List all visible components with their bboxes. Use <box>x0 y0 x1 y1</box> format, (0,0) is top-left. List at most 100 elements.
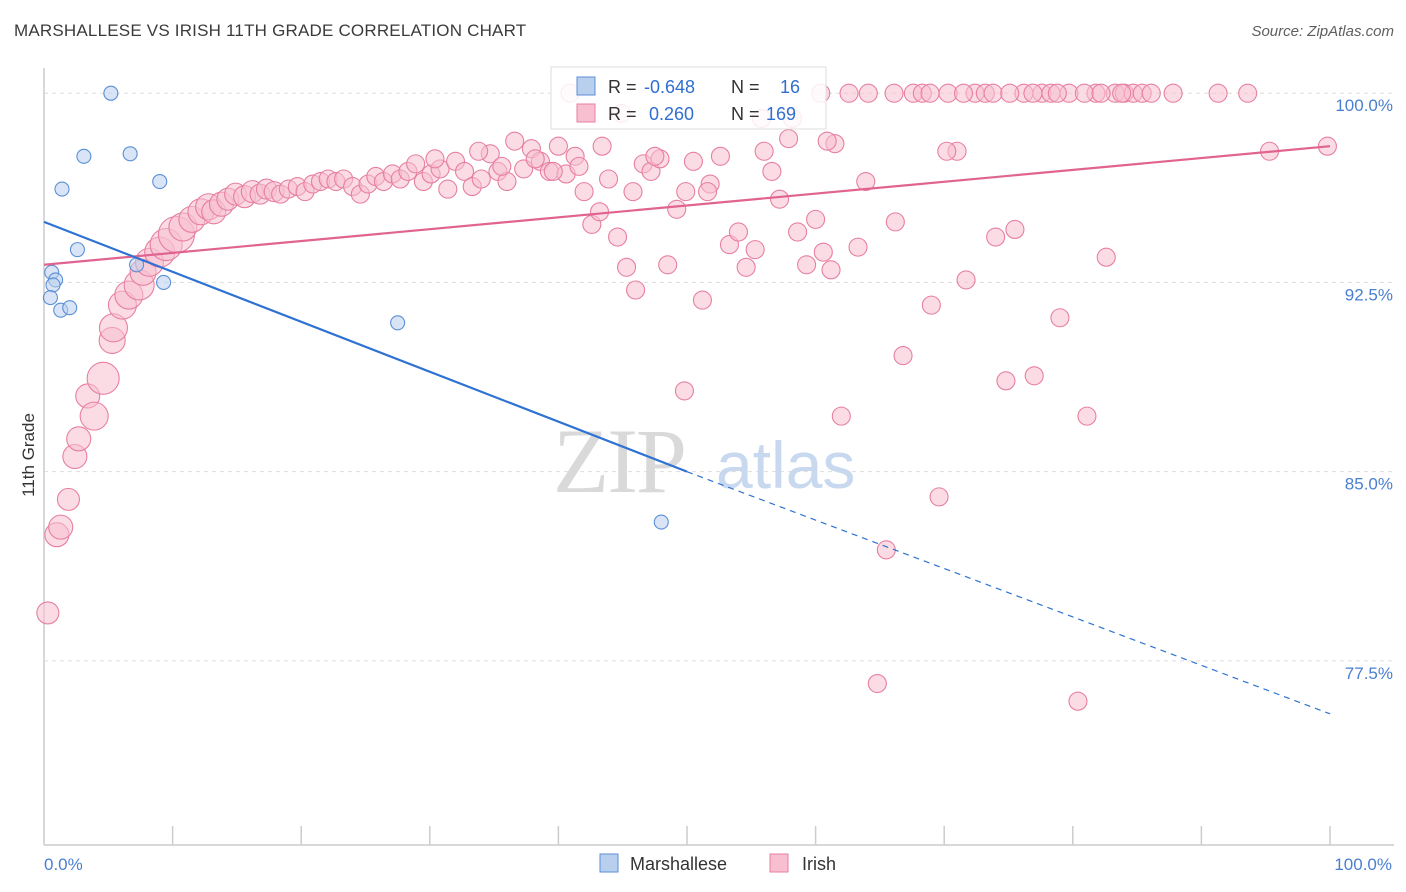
irish-point <box>1112 83 1132 103</box>
irish-point <box>48 514 74 540</box>
irish-point <box>626 280 646 300</box>
irish-point <box>893 346 913 366</box>
marshallese-point <box>653 514 669 530</box>
irish-point <box>692 290 712 310</box>
bottom-legend: Marshallese Irish <box>599 853 836 874</box>
marshallese-point <box>122 146 138 162</box>
y-tick-label: 77.5% <box>1345 664 1393 683</box>
irish-point <box>548 136 568 156</box>
legend-r-value-1: -0.648 <box>644 77 695 97</box>
x-tick-label-max: 100.0% <box>1334 855 1392 874</box>
irish-point <box>929 487 949 507</box>
legend-n-label-1: N = <box>731 77 760 97</box>
irish-point <box>1000 83 1020 103</box>
irish-point <box>86 361 120 395</box>
irish-point <box>574 182 594 202</box>
legend-n-label-2: N = <box>731 104 760 124</box>
x-ticks <box>171 826 1331 845</box>
legend-swatch-irish <box>576 103 596 123</box>
watermark: ZIP atlas <box>553 410 855 512</box>
irish-point <box>876 540 896 560</box>
irish-point <box>454 161 475 181</box>
irish-point <box>1077 406 1097 426</box>
irish-point <box>66 426 92 452</box>
irish-point <box>1163 83 1183 103</box>
legend-r-label-2: R = <box>608 104 637 124</box>
top-legend: R = -0.648 N = 16 R = 0.260 N = 169 <box>550 66 827 130</box>
irish-point <box>469 141 489 161</box>
irish-point <box>569 156 589 176</box>
marshallese-trend-line <box>43 220 688 473</box>
irish-point <box>592 136 612 156</box>
irish-point <box>996 371 1016 391</box>
irish-point <box>698 182 718 202</box>
bottom-legend-swatch-irish <box>769 853 789 873</box>
irish-point <box>817 131 837 151</box>
irish-point <box>505 131 525 151</box>
irish-point <box>425 149 445 169</box>
irish-series <box>36 83 1337 711</box>
irish-point <box>779 129 799 149</box>
irish-point <box>937 141 957 161</box>
irish-point <box>1238 83 1258 103</box>
irish-point <box>813 242 833 262</box>
marshallese-point <box>54 181 70 197</box>
irish-point <box>745 240 765 260</box>
bottom-legend-irish: Irish <box>802 854 836 874</box>
legend-n-value-2: 169 <box>766 104 796 124</box>
watermark-atlas: atlas <box>716 428 855 502</box>
chart-title: MARSHALLESE VS IRISH 11TH GRADE CORRELAT… <box>14 21 527 40</box>
irish-point <box>839 83 859 103</box>
irish-point <box>884 83 904 103</box>
irish-point <box>856 171 876 192</box>
irish-point <box>1096 247 1116 267</box>
irish-point <box>543 161 563 181</box>
irish-point <box>1024 366 1044 386</box>
marshallese-point <box>42 290 58 306</box>
irish-point <box>525 149 545 169</box>
irish-point <box>1023 83 1043 103</box>
legend-r-value-2: 0.260 <box>644 104 694 124</box>
irish-point <box>79 401 109 431</box>
irish-point <box>728 222 748 242</box>
bottom-legend-marshallese: Marshallese <box>630 854 727 874</box>
irish-point <box>676 182 696 202</box>
irish-point <box>590 202 610 222</box>
grid <box>44 92 1394 662</box>
y-tick-label: 100.0% <box>1335 96 1393 115</box>
irish-point <box>674 381 694 401</box>
irish-point <box>1005 219 1025 240</box>
legend-swatch-marshallese <box>576 76 596 96</box>
irish-point <box>36 601 60 625</box>
irish-point <box>983 83 1003 103</box>
irish-point <box>1091 83 1111 103</box>
irish-point <box>754 141 774 161</box>
marshallese-trend-extension <box>686 471 1331 715</box>
marshallese-point <box>156 274 172 290</box>
irish-point <box>1208 83 1228 103</box>
irish-point <box>848 237 868 257</box>
marshallese-series <box>42 85 669 530</box>
irish-point <box>736 257 756 277</box>
irish-point <box>1068 691 1088 711</box>
irish-point <box>921 295 941 315</box>
y-tick-label: 85.0% <box>1345 475 1393 494</box>
marshallese-point <box>69 242 85 258</box>
irish-point <box>471 169 491 189</box>
marshallese-point <box>62 300 78 316</box>
irish-point <box>710 146 730 166</box>
y-axis-label: 11th Grade <box>19 413 38 497</box>
irish-trend-line <box>43 145 1331 266</box>
bottom-legend-swatch-marshallese <box>599 853 619 873</box>
legend-r-label-1: R = <box>608 77 637 97</box>
irish-point <box>492 156 512 176</box>
legend-box <box>550 66 827 130</box>
irish-point <box>667 199 687 219</box>
irish-point <box>683 151 703 171</box>
marshallese-point <box>390 315 406 331</box>
irish-point <box>762 161 782 181</box>
irish-point <box>797 255 817 275</box>
irish-point <box>1050 308 1070 328</box>
y-tick-labels: 77.5% 85.0% 92.5% 100.0% <box>1335 96 1393 683</box>
